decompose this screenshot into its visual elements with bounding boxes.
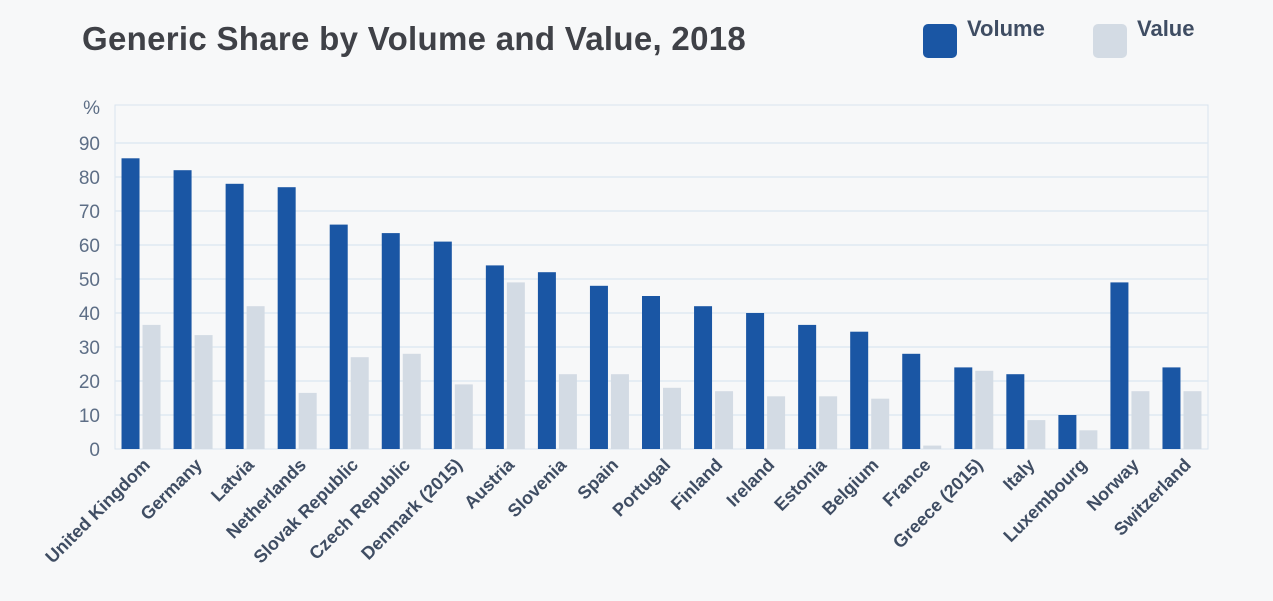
bar-volume	[694, 306, 713, 449]
bar-value	[1079, 430, 1098, 449]
legend-label-volume: Volume	[967, 16, 1045, 41]
bar-value	[350, 357, 369, 449]
y-tick-label: 40	[79, 304, 100, 325]
bar-value	[1131, 391, 1150, 449]
bar-volume	[902, 353, 921, 449]
legend-label-value: Value	[1137, 16, 1195, 41]
y-axis-label: %	[83, 98, 100, 119]
x-tick-label: Slovenia	[504, 454, 571, 521]
bar-value	[610, 374, 629, 449]
bar-value	[715, 391, 734, 449]
title-band	[0, 0, 1273, 72]
chart-title: Generic Share by Volume and Value, 2018	[82, 20, 747, 57]
y-tick-label: 30	[79, 338, 100, 359]
y-tick-label: 80	[79, 168, 100, 189]
bar-volume	[746, 313, 765, 449]
bar-volume	[1162, 367, 1181, 449]
x-tick-label: Latvia	[207, 454, 259, 506]
bar-value	[819, 396, 838, 449]
bar-volume	[485, 265, 504, 449]
bar-volume	[329, 224, 348, 449]
bar-volume	[1058, 415, 1077, 449]
y-tick-label: 50	[79, 270, 100, 291]
x-tick-label: Finland	[667, 455, 726, 514]
bar-volume	[1006, 374, 1025, 449]
bar-value	[506, 282, 525, 449]
x-tick-label: Ireland	[723, 455, 779, 511]
bar-volume	[954, 367, 973, 449]
bar-value	[923, 445, 942, 449]
y-tick-label: 90	[79, 134, 100, 155]
bar-value	[454, 384, 473, 449]
bar-volume	[277, 187, 296, 449]
bar-volume	[433, 241, 452, 449]
x-tick-label: Belgium	[818, 455, 882, 519]
legend-item-value: Value	[1093, 16, 1194, 58]
bar-value	[142, 324, 161, 449]
bar-value	[871, 398, 890, 449]
x-tick-label: Portugal	[609, 455, 675, 521]
x-tick-label: Italy	[999, 455, 1039, 495]
y-tick-label: 0	[89, 440, 100, 461]
bar-volume	[173, 170, 192, 449]
legend-swatch-value	[1093, 24, 1127, 58]
bar-volume	[537, 272, 556, 449]
bar-volume	[381, 233, 400, 449]
bar-volume	[1110, 282, 1129, 449]
y-tick-label: 10	[79, 406, 100, 427]
x-tick-label: Spain	[573, 455, 622, 504]
x-tick-label: Greece (2015)	[889, 455, 987, 553]
bar-volume	[850, 331, 869, 449]
plot-area	[114, 104, 1209, 450]
bar-volume	[642, 296, 660, 449]
bar-value	[402, 353, 421, 449]
bar-value	[1183, 391, 1202, 449]
bar-value	[767, 396, 786, 449]
legend-swatch-volume	[923, 24, 957, 58]
bar-value	[663, 387, 681, 449]
bar-volume	[121, 158, 140, 450]
bar-value	[194, 335, 213, 449]
bar-value	[975, 370, 994, 449]
y-tick-label: 70	[79, 202, 100, 223]
y-tick-label: 20	[79, 372, 100, 393]
bar-value	[1027, 420, 1046, 449]
bar-volume	[798, 324, 817, 449]
legend-item-volume: Volume	[923, 16, 1045, 58]
bar-volume	[589, 285, 608, 449]
y-tick-label: 60	[79, 236, 100, 257]
bar-value	[298, 392, 317, 449]
bar-volume	[225, 183, 244, 450]
bar-value	[246, 306, 265, 449]
bar-value	[558, 374, 577, 449]
